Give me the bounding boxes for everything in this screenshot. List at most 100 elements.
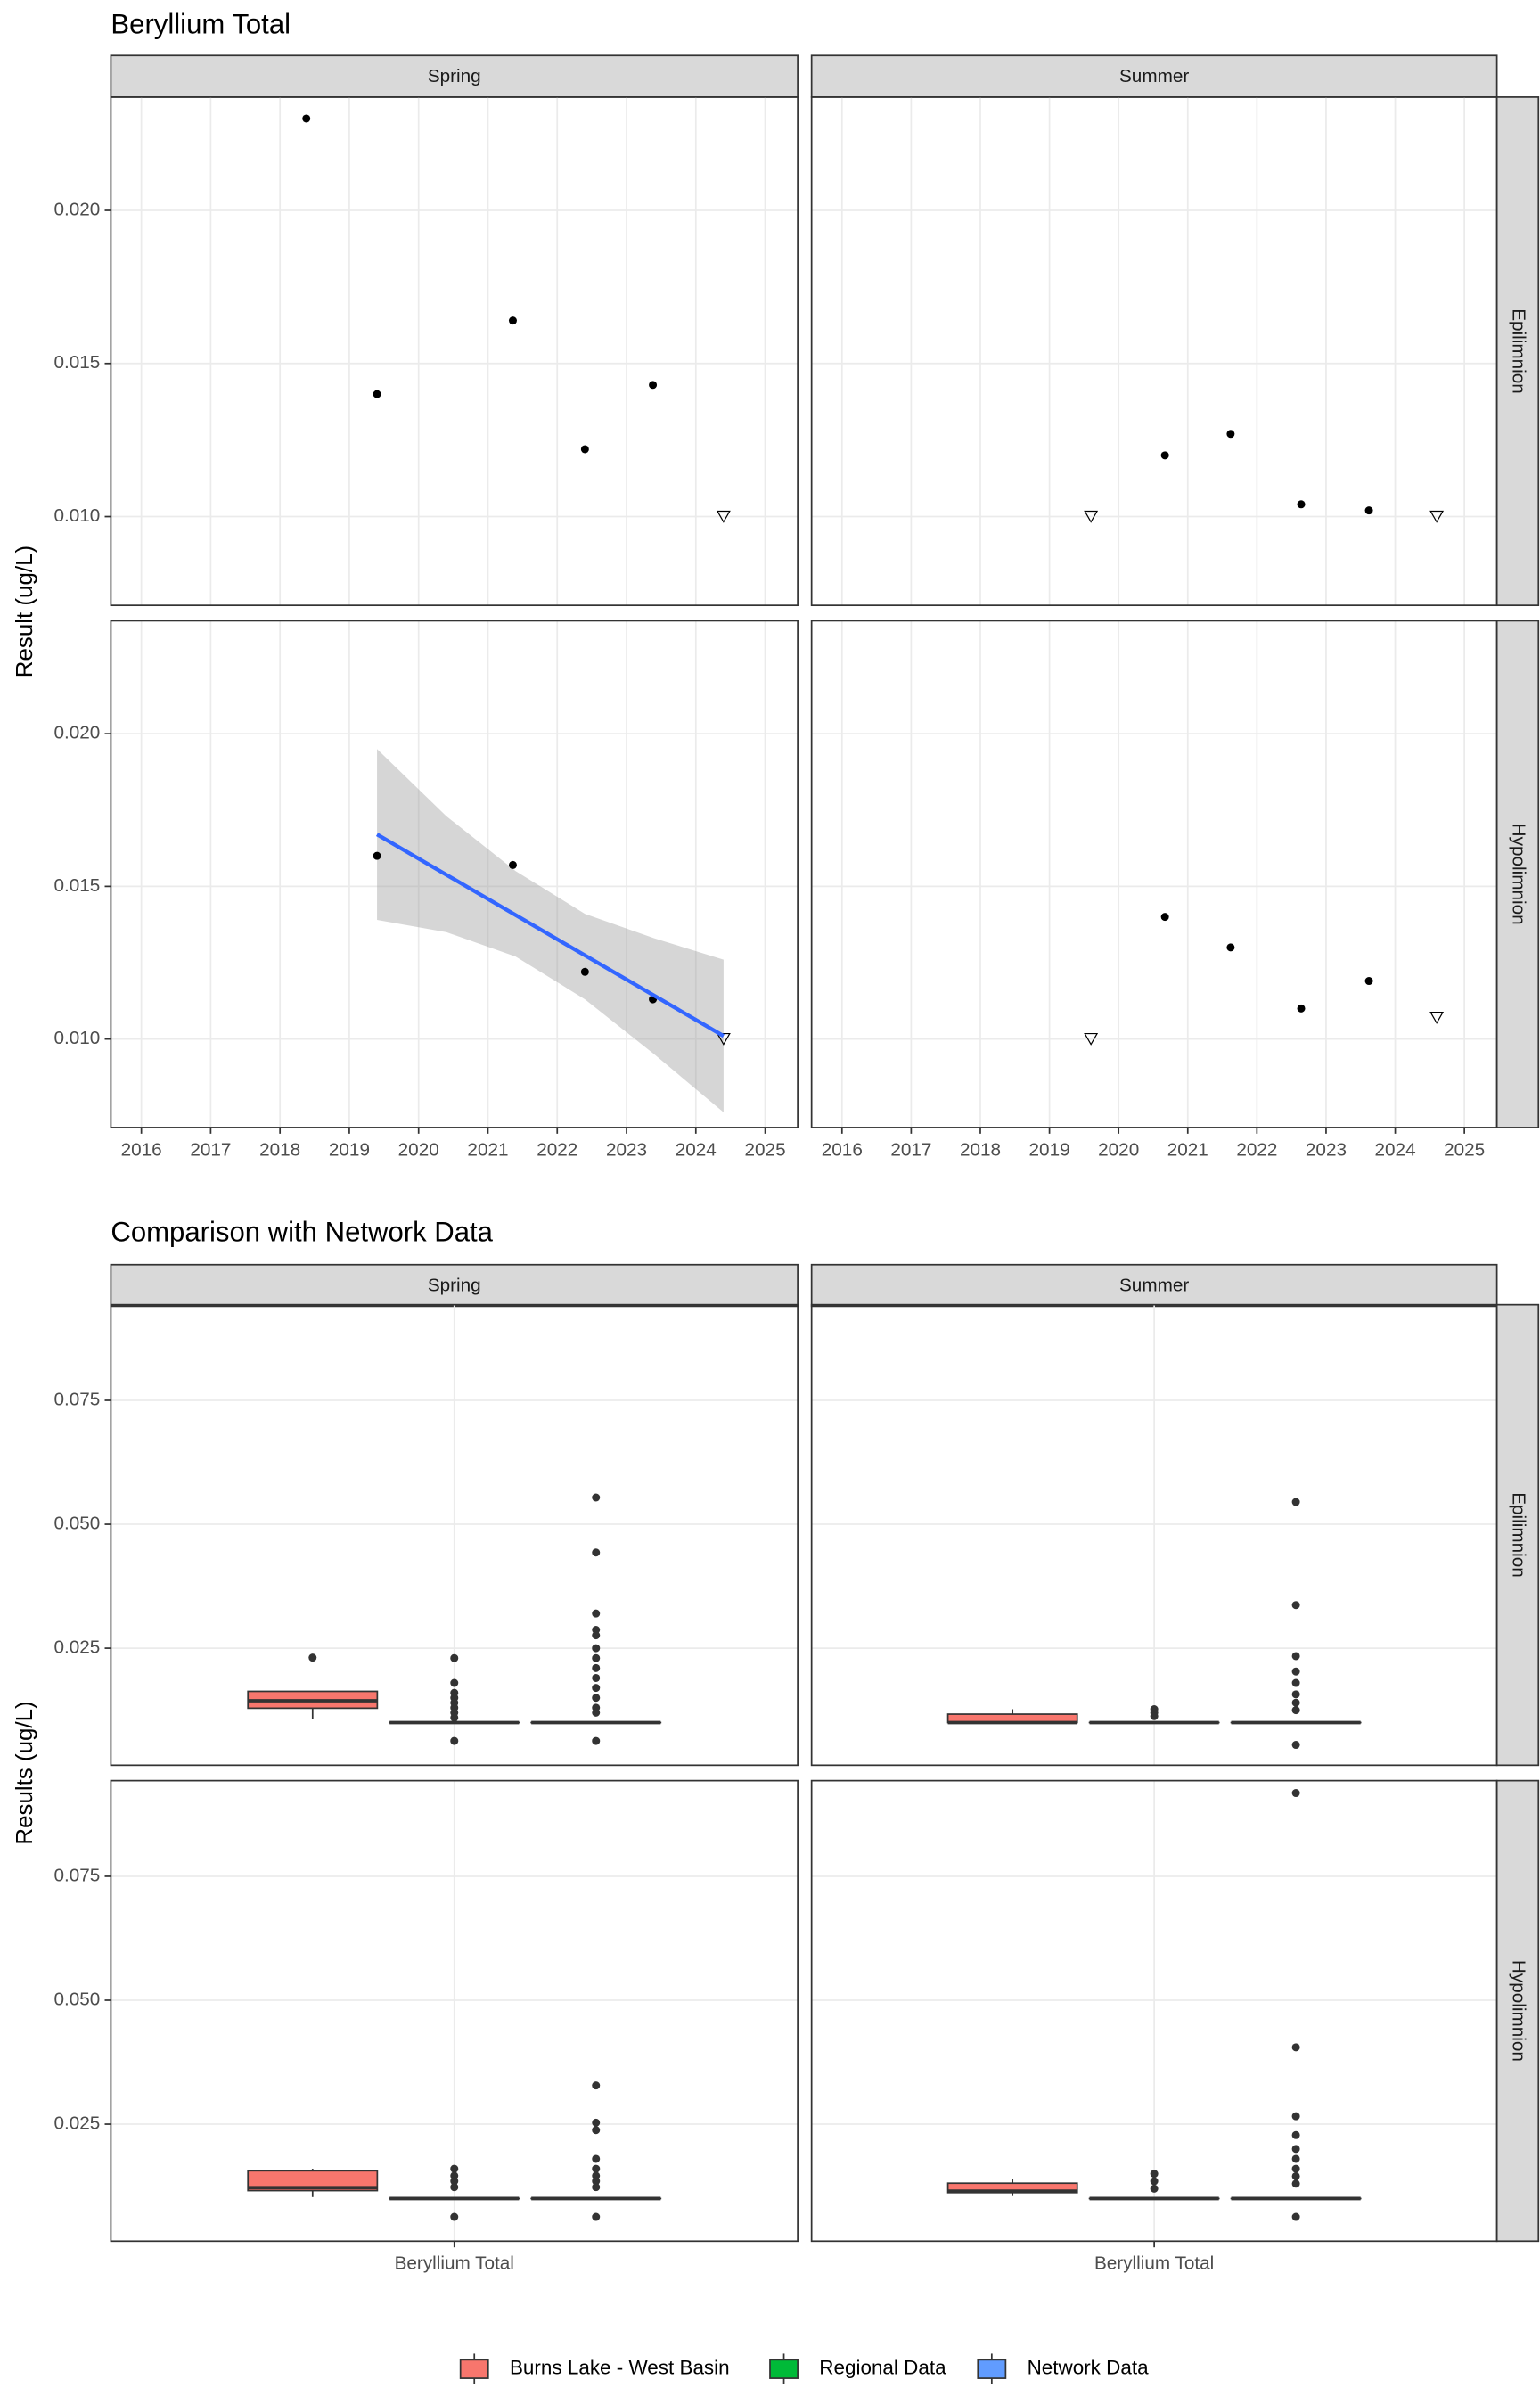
- nondetect-point: [1084, 510, 1099, 523]
- point: [1226, 943, 1235, 952]
- point: [508, 316, 517, 325]
- strip: [110, 1263, 799, 1308]
- strip: [1495, 620, 1540, 1128]
- outlier: [1291, 1667, 1300, 1676]
- outlier: [1291, 2171, 1300, 2180]
- x-tick-label: 2022: [537, 1139, 578, 1160]
- strip-label: Hypolimnion: [1508, 824, 1528, 925]
- outlier: [592, 1548, 601, 1557]
- x-tick-label: 2025: [1444, 1139, 1485, 1160]
- panel-border: [810, 1779, 1498, 2243]
- legend-key: [977, 2359, 1007, 2379]
- outlier: [1291, 1690, 1300, 1699]
- outlier: [450, 2177, 459, 2186]
- outlier: [1291, 2154, 1300, 2163]
- y-tick-label: 0.015: [53, 352, 100, 373]
- point: [1160, 451, 1169, 460]
- x-tick-label: 2018: [960, 1139, 1001, 1160]
- x-tick-label: 2021: [1167, 1139, 1208, 1160]
- outlier: [592, 1684, 601, 1693]
- outlier: [592, 1673, 601, 1682]
- x-tick-label: 2017: [190, 1139, 231, 1160]
- strip-label: Epilimnion: [1508, 1492, 1528, 1578]
- x-tick-label: 2021: [467, 1139, 508, 1160]
- y-tick-label: 0.025: [53, 1637, 100, 1658]
- outlier: [592, 1653, 601, 1662]
- trend-line: [375, 833, 725, 1038]
- nondetect-point: [1084, 1032, 1099, 1046]
- outlier: [450, 1736, 459, 1745]
- y-tick-label: 0.050: [53, 1514, 100, 1534]
- panel-background: [811, 620, 1497, 1128]
- panel-border: [810, 96, 1498, 607]
- outlier: [450, 2164, 459, 2173]
- outlier: [1150, 2184, 1159, 2193]
- outlier: [592, 2212, 601, 2221]
- point: [1297, 500, 1306, 509]
- chart-title: Beryllium Total: [111, 9, 291, 40]
- panel-border: [110, 1779, 799, 2243]
- strip-label: Spring: [428, 1275, 481, 1295]
- outlier: [450, 1713, 459, 1722]
- outlier: [1150, 1711, 1159, 1720]
- y-axis-title: Result (ug/L): [12, 546, 37, 677]
- outlier: [1150, 2170, 1159, 2179]
- outlier: [592, 2183, 601, 2192]
- strip-label: Summer: [1119, 1275, 1189, 1295]
- outlier: [592, 1493, 601, 1502]
- outlier: [1291, 2112, 1300, 2121]
- x-tick-label: 2024: [1375, 1139, 1416, 1160]
- point: [649, 381, 658, 390]
- panel-border: [810, 1303, 1498, 1767]
- box: [247, 2170, 379, 2192]
- nondetect-point: [1429, 1011, 1445, 1024]
- point: [1297, 1004, 1306, 1013]
- point: [580, 445, 589, 454]
- outlier: [1291, 2043, 1300, 2052]
- outlier: [592, 2118, 601, 2127]
- strip: [1495, 1779, 1540, 2243]
- legend-key: [459, 2359, 489, 2379]
- outlier: [592, 2126, 601, 2135]
- panel-background: [111, 96, 799, 606]
- point: [1364, 506, 1373, 515]
- nondetect-point: [1429, 510, 1445, 523]
- x-tick-label: 2018: [259, 1139, 300, 1160]
- x-tick-label: 2019: [329, 1139, 370, 1160]
- point: [1160, 913, 1169, 922]
- panel-border: [110, 1303, 799, 1767]
- point: [508, 860, 517, 869]
- outlier: [1291, 1706, 1300, 1715]
- y-tick-label: 0.075: [53, 1865, 100, 1885]
- outlier: [592, 1644, 601, 1653]
- x-tick-label: 2020: [398, 1139, 439, 1160]
- outlier: [1291, 1498, 1300, 1506]
- x-tick-label: Beryllium Total: [1094, 2253, 1214, 2274]
- outlier: [1291, 2145, 1300, 2154]
- outlier: [1291, 2164, 1300, 2173]
- outlier: [450, 1653, 459, 1662]
- panel-background: [111, 620, 799, 1128]
- outlier: [1291, 1741, 1300, 1750]
- legend-key: [769, 2359, 799, 2379]
- outlier: [1291, 1789, 1300, 1798]
- outlier: [592, 2081, 601, 2090]
- y-tick-label: 0.075: [53, 1389, 100, 1409]
- panel-border: [110, 96, 799, 607]
- nondetect-point: [716, 510, 731, 523]
- x-tick-label: 2025: [745, 1139, 786, 1160]
- point: [373, 851, 381, 860]
- outlier: [592, 1631, 601, 1640]
- x-tick-label: 2016: [121, 1139, 162, 1160]
- outlier: [1291, 2212, 1300, 2221]
- y-tick-label: 0.015: [53, 875, 100, 896]
- outlier: [450, 1678, 459, 1687]
- x-tick-label: Beryllium Total: [395, 2253, 514, 2274]
- strip-label: Spring: [428, 66, 481, 86]
- strip: [810, 54, 1498, 98]
- y-tick-label: 0.010: [53, 505, 100, 526]
- panel-background: [811, 96, 1497, 606]
- legend-label: Regional Data: [819, 2357, 946, 2379]
- point: [302, 114, 311, 123]
